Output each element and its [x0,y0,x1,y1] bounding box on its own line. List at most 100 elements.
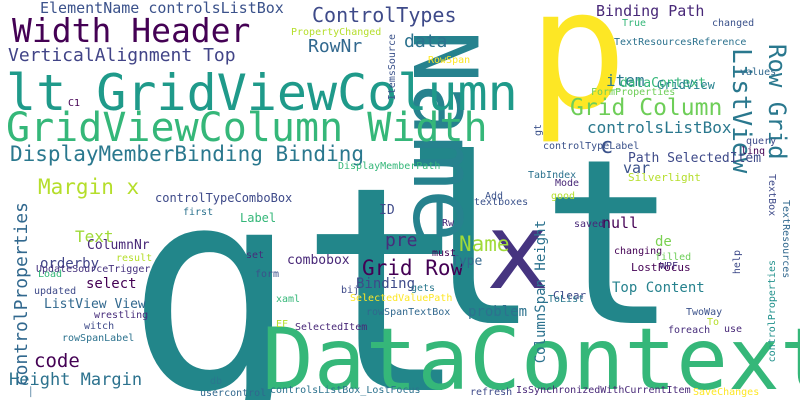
word-columnnr: ColumnNr [87,238,150,253]
word-xaml: xaml [276,294,301,305]
word-first: first [183,207,214,218]
word-textresourcesreference: TextResourcesReference [614,37,747,48]
word-listview-vertical: ListView [726,48,756,174]
word-must: must [432,248,457,259]
word-filled: filled [655,252,692,263]
word-to: To [707,317,720,328]
word-datacontext: DataContext [262,310,800,400]
word-id: ID [379,203,395,218]
word-linq: linq [741,146,766,157]
word-elementname-controlslistbox: ElementName controlsListBox [40,0,284,17]
word-width-header: Width Header [12,11,251,50]
word-rowspanlabel: rowSpanLabel [62,333,135,344]
word-selecteditem: SelectedItem [295,322,368,333]
word-data: data [404,31,448,52]
word-ef: EF [276,319,289,330]
word-true: True [622,18,647,29]
word-de: de [655,234,672,250]
word-good: good [551,191,576,202]
word-problem: problem [468,304,528,320]
word-binding-path: Binding Path [596,2,705,20]
word-updated: updated [34,286,77,297]
word-saved: saved [574,219,605,230]
word-tabindex: TabIndex [528,170,577,181]
word-witch: witch [84,321,115,332]
word-displaymemberbinding: DisplayMemberBinding Binding [10,142,365,166]
word-wrestling: wrestling [94,310,149,321]
word-itemssource-vertical: ItemsSource [387,34,398,101]
word-changed: changed [712,18,755,29]
word-twoway: TwoWay [686,307,723,318]
word-columnspan-height-vertical: ColumnSpan Height [533,220,549,364]
word-grid-column: Grid Column [570,95,723,121]
word-form: form [255,269,280,280]
word-controlproperties-vertical: _controlProperties [11,202,32,398]
word-values: values [740,67,777,78]
word-name-small: Name [459,232,510,256]
word-load: Load [38,269,63,280]
word-gt-small-vertical: gt [533,124,544,137]
word-formproperties: FormProperties [591,87,676,98]
word-p: p [528,0,628,146]
word-x: x [486,191,550,313]
word-rownr: RowNr [308,36,363,57]
word-c1: C1 [68,98,81,109]
word-lt-gridviewcolumn: lt GridViewColumn [6,64,518,122]
word-gets: gets [411,283,436,294]
word-tolist: ToList [548,294,585,305]
word-type: Type [451,254,483,269]
word-textresources-vertical: TextResources [780,200,791,279]
word-textboxes: textboxes [474,197,529,208]
word-selectedvaluepath: SelectedValuePath [350,293,453,304]
word-controltypelabel: controlTypeLabel [543,141,640,152]
word-orderby: orderby [40,256,100,272]
word-combobox: combobox [287,253,350,268]
word-rw: Rw [442,218,455,229]
word-foreach: foreach [668,325,711,336]
word-pre: pre [385,230,418,251]
word-controltypecombobox: controlTypeComboBox [155,191,293,205]
word-rowspantextbox: rowSpanTextBox [366,307,451,318]
word-controlslistbox-lostfocus: controlsListBox_LostFocus [270,385,421,396]
word-propertychanged: PropertyChanged [291,27,382,38]
word-query: query [746,136,777,147]
word-lostfocus: LostFocus [631,261,691,274]
word-add: Add [485,191,504,202]
word-select: select [86,276,137,292]
word-name-vertical: Name [393,30,496,242]
word-var: var [623,159,651,177]
word-controltypes: ControlTypes [312,3,457,27]
word-datacontext-underscore: _dataContext [612,76,706,91]
word-gt-large: gt [127,126,471,400]
word-label: Label [240,211,277,225]
word-controlproperties-small-vertical: controlProperties [767,260,778,363]
word-wpf: WPF [660,261,679,272]
word-controlslistbox: controlsListBox [587,118,732,137]
word-top-content: Top Content [612,280,705,296]
word-binding: Binding [356,276,416,292]
word-path-selecteditem: Path SelectedItem [628,151,762,166]
word-help-vertical: help [732,250,743,275]
word-null: null [602,214,639,232]
word-c: c [600,134,614,159]
word-row-grid-vertical: Row Grid [763,44,791,160]
word-mode: Mode [555,178,580,189]
word-text: Text [75,227,114,246]
word-silverlight: Silverlight [628,171,701,184]
word-gridviewcolumn-width: GridViewColumn Width [6,105,488,151]
word-height-margin: Height Margin [9,370,143,390]
word-item: item [606,71,645,90]
word-rowspan: RowSpan [428,55,471,66]
word-listview-view: ListView View [44,297,146,312]
word-use: use [724,324,743,335]
word-displaymemberpath: DisplayMemberPath [338,161,441,172]
word-grid-row: Grid Row [362,256,464,280]
word-code: code [34,350,80,372]
word-clear: Clear [553,289,587,302]
word-issynchronizedwithcurrentitem: IsSynchronizedWithCurrentItem [516,385,691,396]
word-margin-x: Margin x [38,175,140,199]
word-textbox-vertical: TextBox [766,174,777,217]
word-changing: changing [614,246,663,257]
word-usercontrol: usercontrol [200,388,267,399]
